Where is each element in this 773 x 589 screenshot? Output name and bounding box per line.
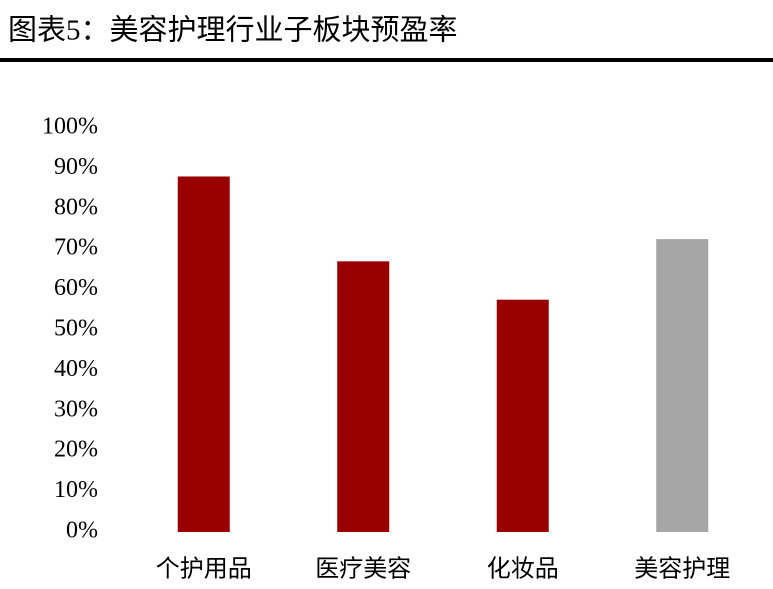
y-tick-label: 10% xyxy=(54,477,98,503)
y-tick-label: 100% xyxy=(42,114,98,140)
bar xyxy=(337,261,390,532)
y-tick-label: 50% xyxy=(54,316,98,342)
x-tick-label: 化妆品 xyxy=(487,556,559,583)
chart-title: 图表5：美容护理行业子板块预盈率 xyxy=(8,14,458,47)
x-tick-label: 美容护理 xyxy=(634,556,730,583)
x-tick-label: 个护用品 xyxy=(156,556,252,583)
y-tick-label: 80% xyxy=(54,194,98,220)
y-tick-label: 20% xyxy=(54,437,98,463)
x-tick-label: 医疗美容 xyxy=(315,556,411,583)
y-tick-label: 70% xyxy=(54,235,98,261)
y-tick-label: 30% xyxy=(54,396,98,422)
y-tick-label: 40% xyxy=(54,356,98,382)
bar xyxy=(496,299,549,532)
bar xyxy=(656,239,709,532)
y-tick-label: 90% xyxy=(54,154,98,180)
title-rule xyxy=(0,58,773,62)
bar xyxy=(177,176,230,533)
y-tick-label: 0% xyxy=(66,518,98,544)
y-tick-label: 60% xyxy=(54,275,98,301)
